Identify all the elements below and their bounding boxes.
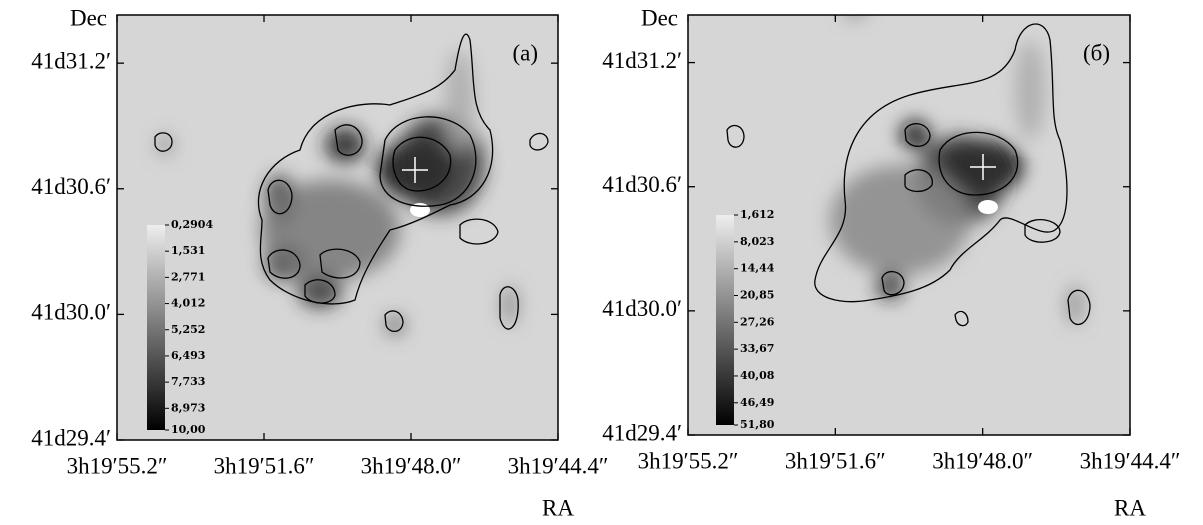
contour: [1024, 219, 1061, 243]
colorbar-tick-label: 4,012: [171, 297, 205, 310]
colorbar-tick-label: 14,44: [740, 262, 775, 275]
y-axis-label: Dec: [70, 5, 107, 30]
colorbar-tick-label: 27,26: [740, 315, 775, 328]
colorbar-tick-label: 40,08: [740, 369, 775, 382]
emission-blob: [502, 285, 518, 325]
contour: [904, 169, 933, 193]
emission-blob: [830, 165, 970, 275]
contour: [938, 131, 1019, 196]
colorbar-tick-label: 33,67: [740, 342, 774, 355]
colorbar-tick-label: 10,00: [171, 423, 206, 436]
image: [117, 15, 558, 440]
emission-blob: [157, 135, 173, 155]
contour: [267, 179, 293, 215]
contour: [459, 218, 499, 245]
y-tick-label: 41d31.2′: [31, 48, 111, 73]
colorbar-tick-label: 51,80: [740, 418, 775, 431]
colorbar-tick-label: 5,252: [171, 323, 205, 336]
colorbar: [716, 215, 734, 425]
x-tick-label: 3h19′48.0″: [932, 448, 1033, 473]
contour: [814, 23, 1068, 303]
emission-blob: [260, 180, 400, 280]
contour: [499, 286, 519, 330]
contour: [304, 279, 336, 304]
colorbar-tick-label: 46,49: [740, 396, 774, 409]
y-tick-label: 41d30.0′: [602, 296, 682, 321]
y-tick-label: 41d30.0′: [31, 300, 111, 325]
y-axis-label: Dec: [641, 5, 678, 30]
contour: [1067, 289, 1091, 326]
plot-frame: [687, 14, 1131, 436]
x-tick-label: 3h19′44.4″: [508, 453, 609, 478]
colorbar-tick-label: 2,771: [171, 270, 205, 283]
emission-blob: [1015, 40, 1045, 140]
contour: [257, 33, 494, 305]
panel-label: (б): [1083, 40, 1110, 65]
bright-spot: [978, 200, 998, 214]
contour: [529, 132, 549, 151]
colorbar-tick-label: 8,973: [171, 401, 205, 414]
x-axis-label: RA: [542, 495, 574, 520]
x-tick-label: 3h19′51.6″: [785, 448, 886, 473]
x-tick-label: 3h19′51.6″: [214, 453, 315, 478]
colorbar-tick-label: 1,531: [171, 244, 205, 257]
contour: [334, 124, 363, 156]
contour: [954, 310, 969, 327]
contour: [904, 123, 931, 147]
colorbar-tick-label: 0,2904: [171, 218, 213, 231]
panel-label: (a): [512, 40, 538, 65]
contour: [319, 248, 361, 279]
contour: [392, 136, 452, 192]
y-tick-label: 41d29.4′: [31, 425, 111, 450]
emission-blob: [1067, 285, 1083, 325]
emission-blob: [876, 271, 904, 299]
colorbar-tick-label: 7,733: [171, 375, 205, 388]
plot-frame: [116, 14, 559, 441]
x-tick-label: 3h19′44.4″: [1080, 448, 1181, 473]
y-tick-label: 41d29.4′: [602, 420, 682, 445]
colorbar: [147, 225, 165, 430]
colorbar-tick-label: 1,612: [740, 208, 774, 221]
y-tick-label: 41d30.6′: [31, 174, 111, 199]
emission: [157, 50, 518, 335]
colorbar-tick-label: 20,85: [740, 288, 774, 301]
x-axis-label: RA: [1114, 495, 1146, 520]
emission-blob: [298, 272, 342, 308]
contour: [881, 271, 905, 296]
panel: 3h19′55.2″ 3h19′51.6″ 3h19′48.0″ 3h19′44.4″…: [31, 5, 608, 520]
contour: [726, 124, 745, 148]
x-tick-label: 3h19′55.2″: [638, 448, 739, 473]
contour: [154, 132, 173, 152]
emission-blob: [445, 50, 475, 150]
contour: [267, 249, 301, 279]
contour: [379, 116, 477, 207]
y-tick-label: 41d30.6′: [602, 172, 682, 197]
y-tick-label: 41d31.2′: [602, 48, 682, 73]
image: [688, 15, 1130, 435]
panel: 3h19′55.2″ 3h19′51.6″ 3h19′48.0″ 3h19′44.4″…: [602, 5, 1181, 520]
x-tick-label: 3h19′55.2″: [67, 453, 168, 478]
colorbar-tick-label: 8,023: [740, 235, 774, 248]
contour: [384, 310, 404, 333]
colorbar-tick-label: 6,493: [171, 349, 205, 362]
x-tick-label: 3h19′48.0″: [361, 453, 462, 478]
